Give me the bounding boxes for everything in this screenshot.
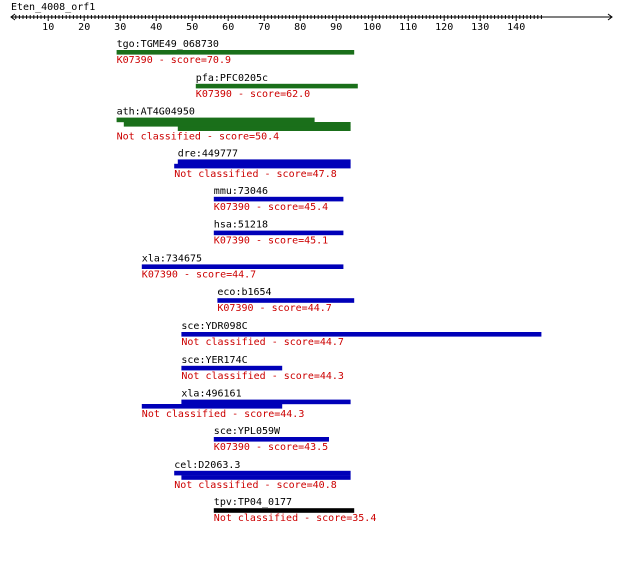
alignment-bar[interactable] <box>116 50 355 55</box>
hit-name[interactable]: sce:YPL059W <box>214 426 281 437</box>
hit-score: Not classified - score=40.8 <box>174 480 337 491</box>
hit-score: Not classified - score=44.3 <box>142 409 305 420</box>
ruler-left-arrow <box>10 13 16 21</box>
hit-name[interactable]: eco:b1654 <box>217 287 271 298</box>
alignment-bar[interactable] <box>181 399 351 405</box>
hit-score: Not classified - score=44.7 <box>181 337 344 348</box>
alignment-bar[interactable] <box>141 264 344 269</box>
alignment-bar[interactable] <box>177 159 351 164</box>
hit-entry[interactable]: ath:AT4G04950 Not classified - score=50.4 <box>116 107 351 143</box>
hit-score: K07390 - score=45.4 <box>214 202 328 213</box>
ruler-right-arrow <box>607 13 613 21</box>
ruler-tick-label: 90 <box>330 22 342 33</box>
hit-entry[interactable]: cel:D2063.3 Not classified - score=40.8 <box>174 460 351 491</box>
alignment-bar[interactable] <box>213 196 344 202</box>
alignment-bar[interactable] <box>213 437 329 442</box>
hit-list: tgo:TGME49_068730 K07390 - score=70.9 pfa:… <box>116 39 542 524</box>
hit-entry[interactable]: sce:YER174C Not classified - score=44.3 <box>181 355 344 382</box>
hit-entry[interactable]: dre:449777 Not classified - score=47.8 <box>174 148 351 180</box>
hit-entry[interactable]: sce:YPL059W K07390 - score=43.5 <box>213 426 329 453</box>
ruler-tick-label: 10 <box>42 22 54 33</box>
hit-entry[interactable]: sce:YDR098C Not classified - score=44.7 <box>181 321 542 348</box>
hit-score: K07390 - score=43.5 <box>214 442 328 453</box>
alignment-bar[interactable] <box>141 404 283 409</box>
alignment-bar[interactable] <box>181 475 351 480</box>
hit-entry[interactable]: tgo:TGME49_068730 K07390 - score=70.9 <box>116 39 355 66</box>
hit-name[interactable]: xla:496161 <box>181 389 241 400</box>
ruler-tick-label: 40 <box>150 22 162 33</box>
alignment-bar[interactable] <box>181 332 542 337</box>
alignment-bar[interactable] <box>217 298 355 303</box>
ruler-tick-label: 130 <box>471 22 489 33</box>
hit-name[interactable]: tgo:TGME49_068730 <box>117 39 219 50</box>
hit-name[interactable]: sce:YER174C <box>181 355 247 366</box>
sequence-ruler: 10 20 30 40 50 60 70 80 90 100 110 120 130 140 <box>10 13 613 33</box>
hit-entry[interactable]: mmu:73046 K07390 - score=45.4 <box>213 186 344 213</box>
alignment-bar[interactable] <box>116 117 315 123</box>
hit-score: K07390 - score=45.1 <box>214 236 328 247</box>
hit-score: Not classified - score=50.4 <box>117 131 280 142</box>
hit-score: K07390 - score=44.7 <box>217 303 331 314</box>
hit-score: K07390 - score=44.7 <box>142 269 256 280</box>
ruler-tick-label: 80 <box>294 22 306 33</box>
hit-entry[interactable]: pfa:PFC0205c K07390 - score=62.0 <box>195 73 358 100</box>
alignment-bar[interactable] <box>123 122 351 127</box>
ruler-tick-label: 120 <box>435 22 453 33</box>
ruler-tick-label: 70 <box>258 22 270 33</box>
alignment-bar[interactable] <box>174 470 351 476</box>
ruler-tick-label: 20 <box>78 22 90 33</box>
alignment-bar[interactable] <box>213 230 344 236</box>
hit-score: Not classified - score=35.4 <box>214 513 377 524</box>
hit-name[interactable]: xla:734675 <box>142 253 202 264</box>
hit-name[interactable]: ath:AT4G04950 <box>117 107 195 118</box>
alignment-bar[interactable] <box>181 365 283 371</box>
hit-score: Not classified - score=47.8 <box>174 169 337 180</box>
ruler-tick-label: 60 <box>222 22 234 33</box>
query-title: Eten_4008_orf1 <box>11 2 95 13</box>
ruler-tick-label: 50 <box>186 22 198 33</box>
hit-name[interactable]: cel:D2063.3 <box>174 460 240 471</box>
hit-entry[interactable]: eco:b1654 K07390 - score=44.7 <box>217 287 355 314</box>
alignment-bar[interactable] <box>213 508 355 513</box>
alignment-bar[interactable] <box>174 163 351 169</box>
hit-name[interactable]: tpv:TP04_0177 <box>214 497 292 508</box>
ruler-tick-label: 110 <box>399 22 417 33</box>
hit-score: K07390 - score=70.9 <box>117 55 231 66</box>
hit-entry[interactable]: tpv:TP04_0177 Not classified - score=35.4 <box>213 497 377 524</box>
ruler-tick-label: 140 <box>507 22 525 33</box>
ruler-tick-label: 100 <box>363 22 381 33</box>
hit-entry[interactable]: hsa:51218 K07390 - score=45.1 <box>213 220 344 247</box>
hit-entry[interactable]: xla:496161 Not classified - score=44.3 <box>141 389 351 420</box>
hit-name[interactable]: mmu:73046 <box>214 186 268 197</box>
hit-name[interactable]: hsa:51218 <box>214 220 268 231</box>
hit-score: K07390 - score=62.0 <box>196 89 310 100</box>
alignment-bar[interactable] <box>195 83 358 89</box>
hit-name[interactable]: dre:449777 <box>178 148 238 159</box>
ruler-tick-label: 30 <box>114 22 126 33</box>
hit-name[interactable]: sce:YDR098C <box>181 321 247 332</box>
hit-score: Not classified - score=44.3 <box>181 371 344 382</box>
alignment-bar[interactable] <box>177 126 351 131</box>
hit-entry[interactable]: xla:734675 K07390 - score=44.7 <box>141 253 344 280</box>
hit-name[interactable]: pfa:PFC0205c <box>196 73 268 84</box>
